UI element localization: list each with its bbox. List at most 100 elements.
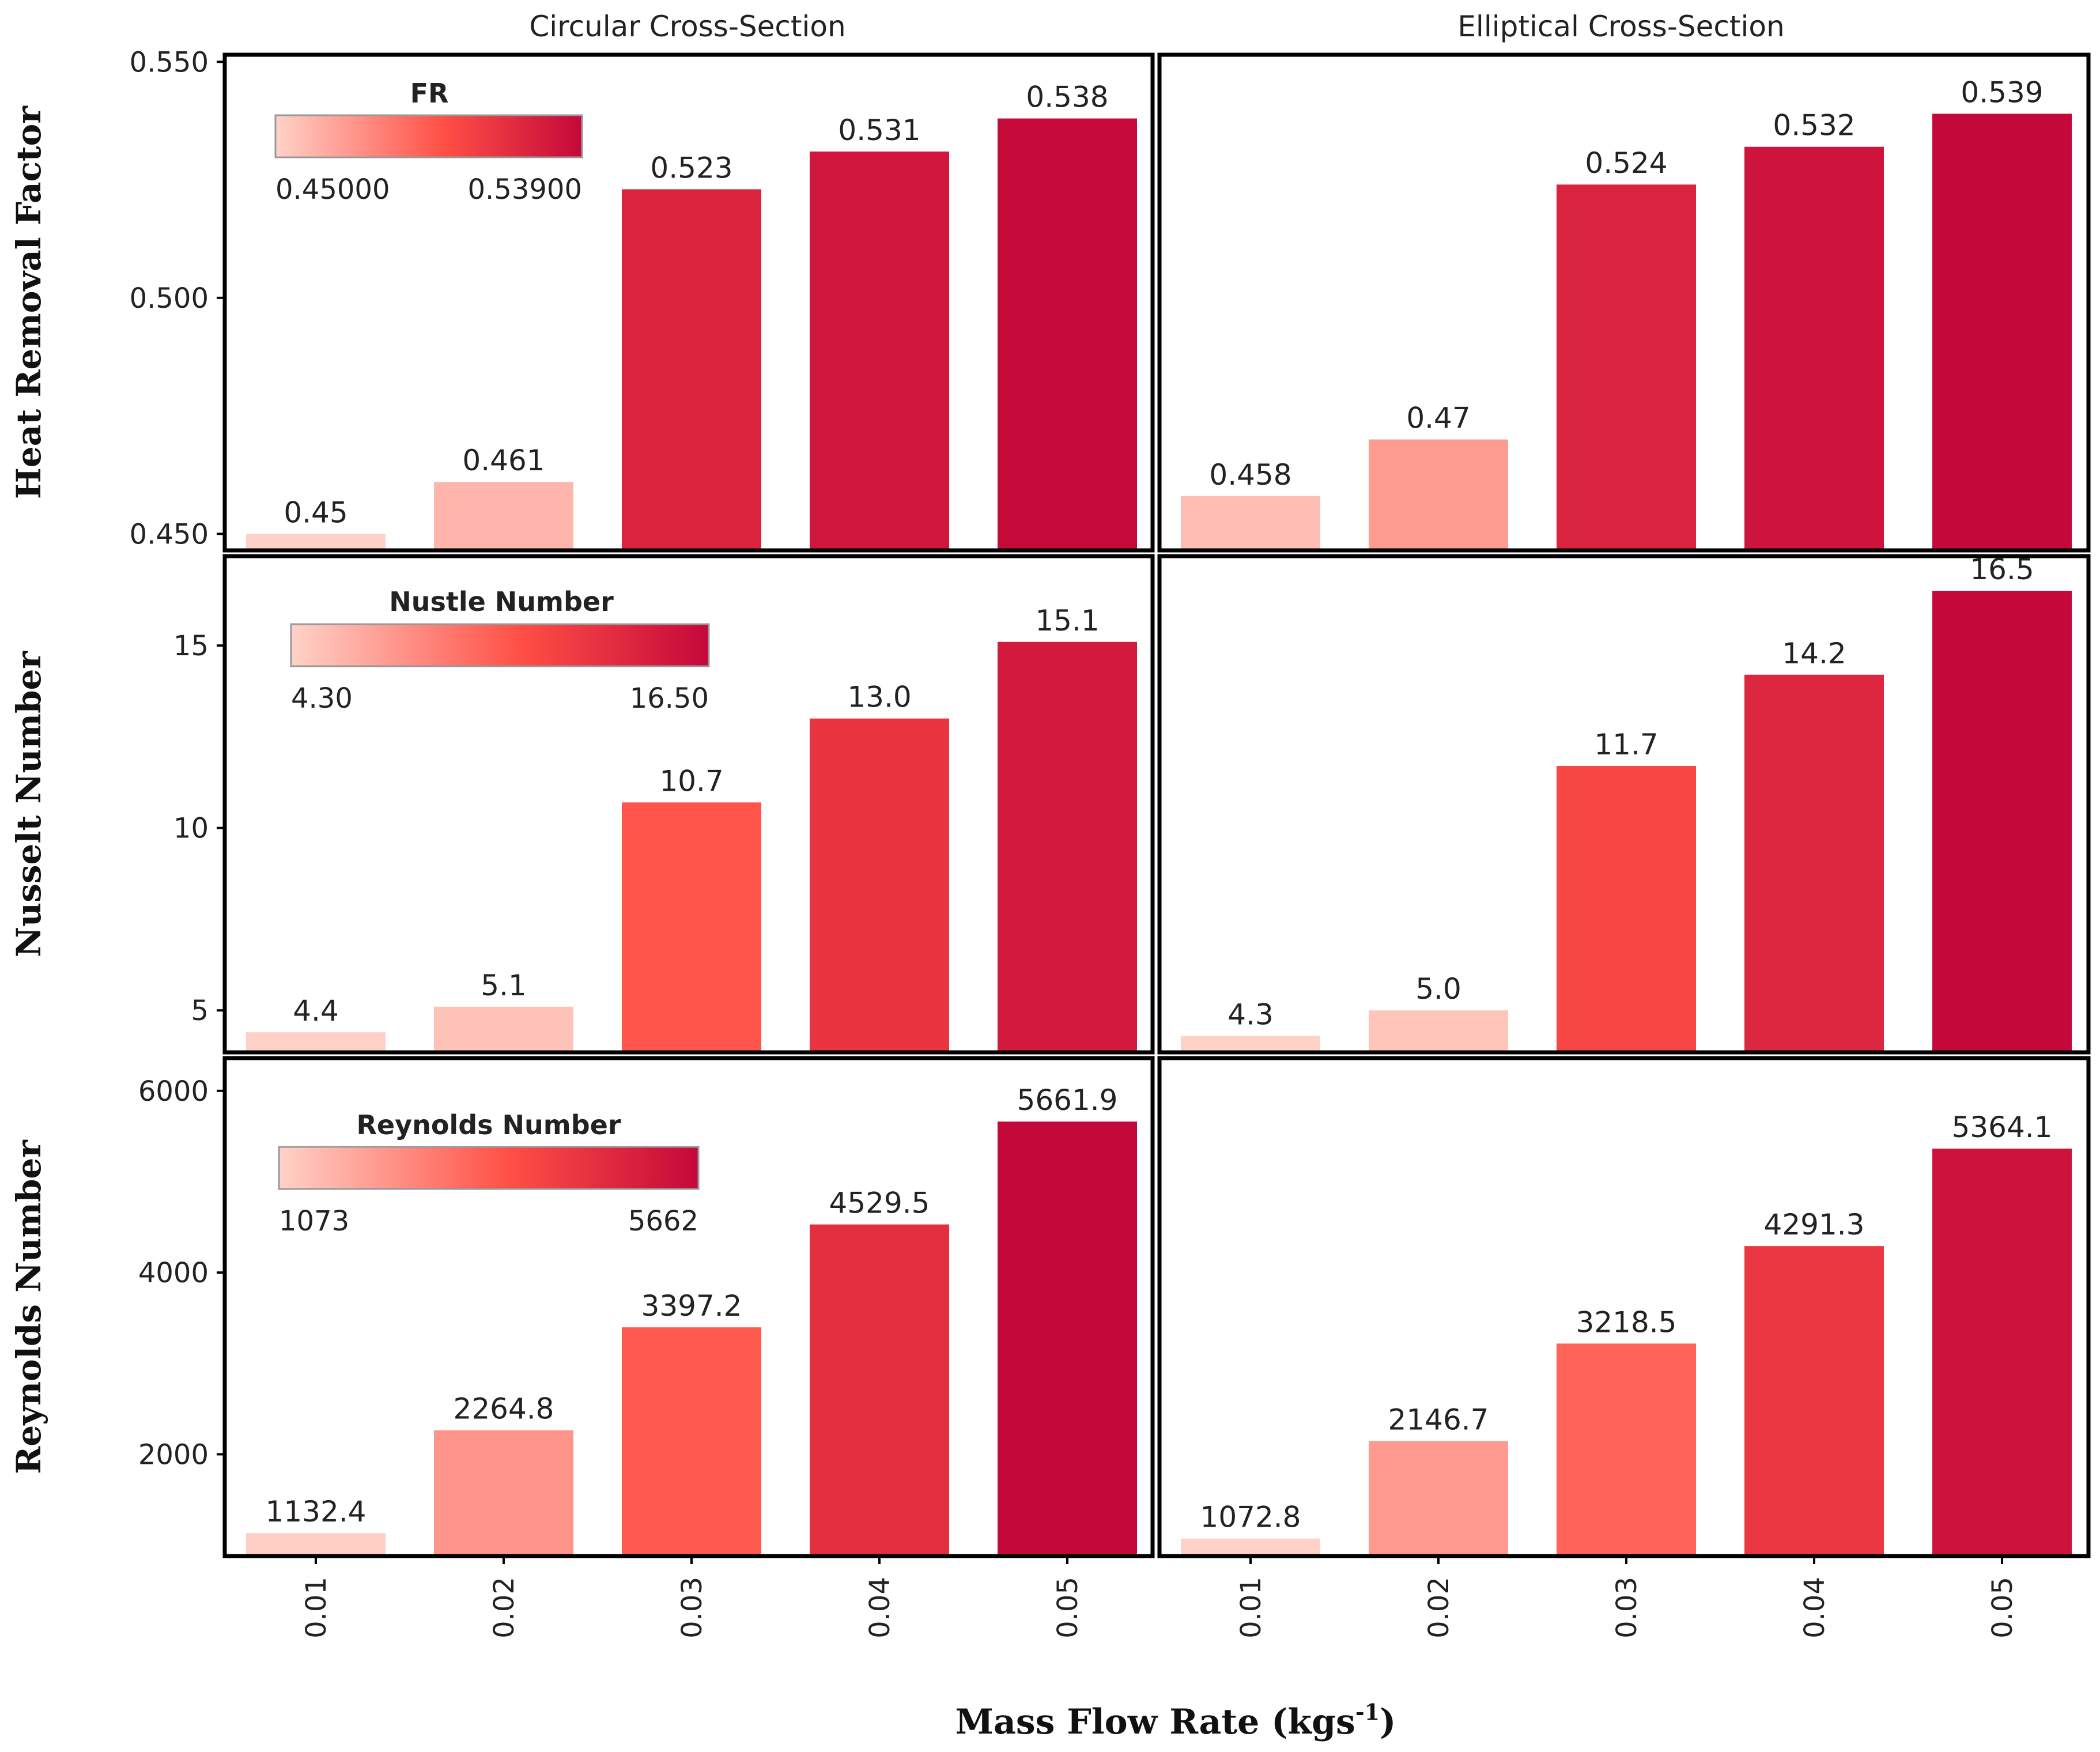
- bar-value-label: 0.458: [1209, 458, 1291, 492]
- x-tick-label: 0.04: [1799, 1577, 1831, 1638]
- bar-0.03: [622, 802, 761, 1052]
- x-tick-label: 0.01: [1235, 1577, 1267, 1638]
- y-tick-label: 0.550: [130, 46, 209, 78]
- y-tick-label: 15: [173, 630, 209, 662]
- panel-frame: [222, 1056, 1155, 1558]
- bar-value-label: 5364.1: [1952, 1111, 2053, 1144]
- y-tick-label: 5: [191, 995, 209, 1027]
- bar-value-label: 5.0: [1415, 972, 1461, 1006]
- x-tick-label: 0.01: [300, 1577, 333, 1638]
- legend-max-label: 5662: [628, 1205, 698, 1237]
- bar-value-label: 0.461: [462, 444, 545, 477]
- bar-value-label: 4.3: [1227, 998, 1274, 1032]
- panel-frame: [1157, 554, 2091, 1055]
- panel-r0-c1: [1181, 114, 2072, 550]
- bar-0.02: [434, 1430, 573, 1556]
- bar-value-label: 3218.5: [1576, 1305, 1677, 1339]
- bar-0.04: [810, 718, 949, 1052]
- y-tick-label: 2000: [138, 1438, 209, 1471]
- x-axis-label: Mass Flow Rate (kgs-1): [955, 1699, 1396, 1742]
- bar-value-label: 15.1: [1035, 604, 1099, 637]
- x-axis-label-main: Mass Flow Rate (kgs: [955, 1702, 1355, 1742]
- panel-frame: [222, 554, 1155, 1055]
- bar-value-label: 5661.9: [1017, 1083, 1118, 1117]
- bar-value-label: 3397.2: [641, 1289, 742, 1323]
- bar-0.02: [434, 1006, 573, 1052]
- bar-value-label: 0.524: [1585, 146, 1667, 180]
- text-layer: 0.45 0.461 0.523 0.531 0.538 0.450 0.500 0.550 H…: [9, 46, 2052, 1638]
- bar-0.05: [1932, 591, 2072, 1052]
- bar-0.05: [998, 641, 1137, 1052]
- bar-value-label: 0.532: [1773, 109, 1855, 142]
- bar-0.01: [1181, 1036, 1320, 1052]
- panel-r1-c0: [246, 641, 1137, 1052]
- bar-value-label: 11.7: [1594, 728, 1658, 761]
- bar-0.02: [1369, 1010, 1508, 1052]
- panel-frame: [1157, 52, 2091, 553]
- bar-0.04: [810, 151, 949, 550]
- bar-0.05: [1932, 114, 2072, 550]
- legend-title: Nustle Number: [389, 586, 614, 617]
- bar-0.01: [1181, 1538, 1320, 1556]
- bar-value-label: 0.539: [1961, 75, 2043, 109]
- bar-value-label: 10.7: [659, 764, 723, 798]
- bar-value-label: 0.538: [1026, 81, 1108, 114]
- legend-min-label: 0.45000: [275, 173, 390, 206]
- y-tick-label: 10: [173, 813, 209, 845]
- y-axis-label: Nusselt Number: [9, 651, 48, 957]
- y-tick-label: 0.500: [130, 282, 209, 315]
- x-tick-label: 0.02: [1423, 1577, 1455, 1638]
- x-tick-label: 0.05: [1052, 1577, 1084, 1638]
- bar-0.04: [1744, 1246, 1884, 1556]
- x-axis-label-sup: -1: [1355, 1699, 1380, 1725]
- bar-0.01: [246, 534, 386, 550]
- bar-0.01: [246, 1533, 386, 1556]
- bar-value-label: 1072.8: [1200, 1501, 1301, 1534]
- bar-0.04: [1744, 146, 1884, 550]
- panel-r0-c0: [246, 118, 1137, 551]
- bar-value-label: 2264.8: [454, 1392, 554, 1426]
- bar-0.05: [998, 118, 1137, 551]
- x-tick-label: 0.03: [676, 1577, 708, 1638]
- bar-value-label: 0.523: [650, 151, 732, 184]
- y-axis-label: Reynolds Number: [9, 1139, 48, 1474]
- legend-color-scale: [290, 623, 710, 667]
- bar-value-label: 4529.5: [829, 1187, 930, 1220]
- frame-layer: [217, 52, 2091, 1564]
- bars-layer: [246, 114, 2072, 1556]
- bar-value-label: 2146.7: [1388, 1403, 1489, 1436]
- panel-frame: [1157, 1056, 2091, 1558]
- y-axis-label: Heat Removal Factor: [9, 105, 48, 499]
- bar-value-label: 4.4: [293, 994, 339, 1028]
- bar-value-label: 0.45: [284, 496, 348, 529]
- bar-value-label: 13.0: [847, 681, 911, 714]
- bar-value-label: 14.2: [1782, 637, 1846, 670]
- x-axis-label-close: ): [1380, 1702, 1396, 1742]
- legend-min-label: 4.30: [291, 682, 353, 715]
- bar-value-label: 4291.3: [1764, 1208, 1865, 1241]
- bar-0.04: [810, 1224, 949, 1556]
- bar-0.01: [246, 1032, 386, 1052]
- bar-value-label: 16.5: [1970, 553, 2034, 586]
- x-tick-label: 0.02: [488, 1577, 520, 1638]
- bar-0.03: [1557, 1343, 1696, 1556]
- bar-0.02: [1369, 1441, 1508, 1556]
- legend-title: Reynolds Number: [356, 1109, 621, 1141]
- legend-color-scale: [274, 114, 583, 158]
- bar-0.05: [998, 1122, 1137, 1556]
- x-tick-label: 0.03: [1611, 1577, 1643, 1638]
- bar-0.04: [1744, 674, 1884, 1052]
- legend-color-scale: [278, 1146, 700, 1190]
- bar-0.02: [1369, 439, 1508, 550]
- y-tick-label: 6000: [138, 1075, 209, 1108]
- legend-max-label: 16.50: [630, 682, 709, 715]
- column-title-elliptical: Elliptical Cross-Section: [1457, 10, 1784, 43]
- bar-0.03: [622, 1327, 761, 1556]
- x-tick-label: 0.05: [1986, 1577, 2019, 1638]
- bar-0.03: [1557, 184, 1696, 550]
- y-tick-label: 0.450: [130, 518, 209, 550]
- bar-0.03: [622, 189, 761, 550]
- bar-value-label: 0.531: [838, 114, 920, 147]
